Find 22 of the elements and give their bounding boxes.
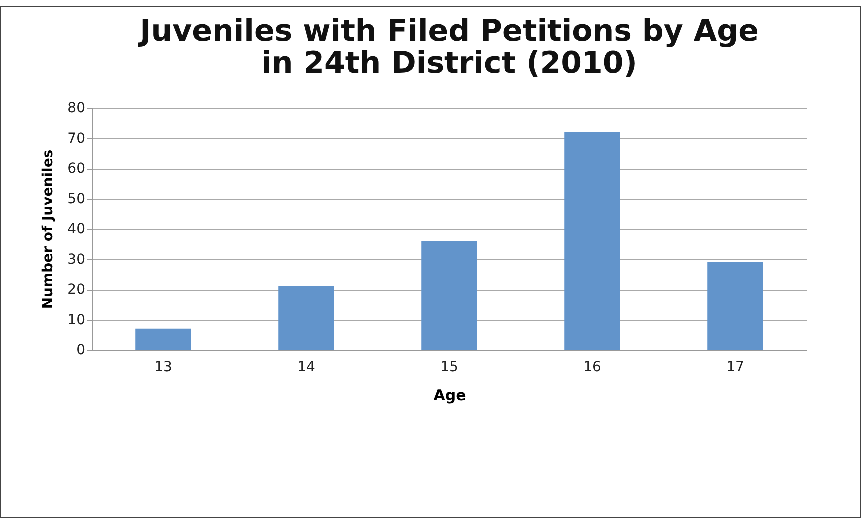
y-tick-label: 30 — [68, 252, 86, 268]
bar — [422, 241, 478, 350]
x-tick-label: 13 — [154, 360, 172, 376]
bar — [136, 328, 192, 350]
x-tick-label: 16 — [584, 360, 602, 376]
y-axis-title: Number of Juveniles — [40, 150, 57, 310]
y-tick-label: 70 — [68, 130, 86, 147]
y-tick-label: 60 — [68, 161, 86, 177]
y-tick-label: 10 — [68, 312, 86, 328]
x-tick-label: 15 — [440, 360, 458, 376]
chart-title: Juveniles with Filed Petitions by Age in 24th District (2010) — [138, 14, 759, 81]
x-axis-title: Age — [434, 386, 466, 404]
bar — [278, 286, 334, 350]
y-tick-label: 20 — [68, 282, 86, 298]
x-tick-label: 17 — [726, 360, 744, 376]
y-tick-label: 0 — [76, 342, 86, 358]
x-tick-label: 14 — [298, 360, 316, 376]
bar — [564, 132, 620, 350]
bar — [708, 262, 764, 350]
y-tick-label: 50 — [68, 191, 86, 208]
y-tick-label: 80 — [68, 100, 86, 116]
y-tick-label: 40 — [68, 222, 86, 238]
